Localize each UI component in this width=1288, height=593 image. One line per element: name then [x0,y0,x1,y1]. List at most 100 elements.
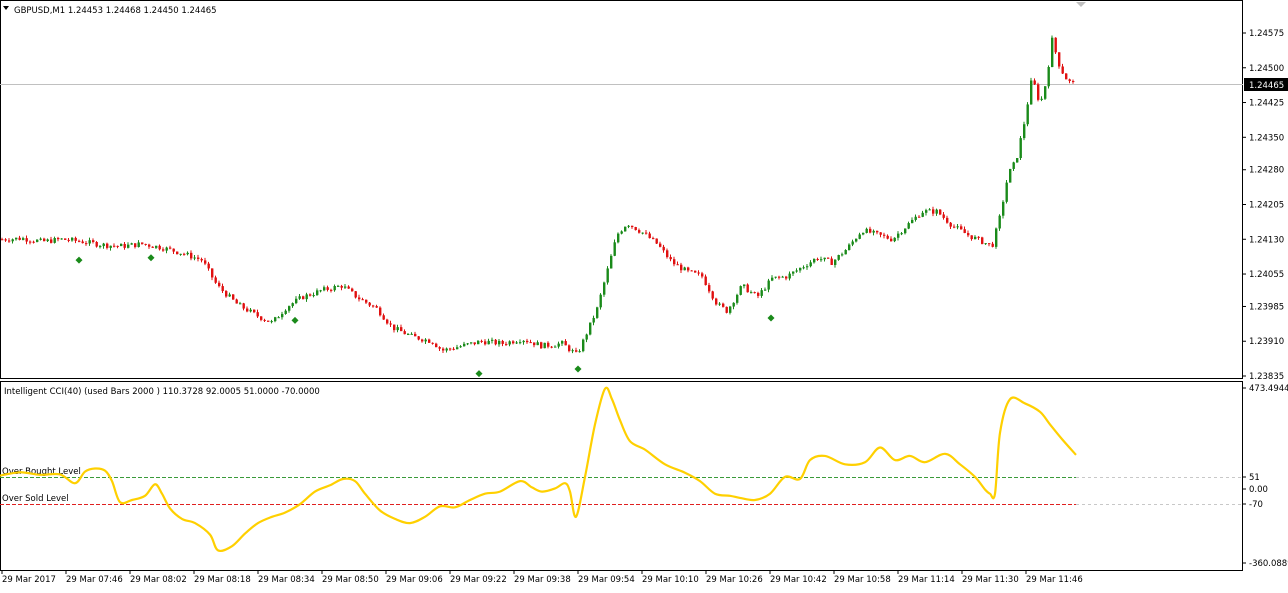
candle-body [568,345,571,352]
candle-body [512,341,515,344]
candle-body [932,209,935,214]
candle-body [1016,158,1019,163]
candle-body [186,252,189,255]
candle-body [697,272,700,274]
candle-body [1047,67,1050,87]
candle-body [407,334,410,336]
candle-body [508,341,511,345]
candle-body [781,276,784,278]
candle-body [4,239,7,241]
buy-signal-diamond-icon [475,370,483,378]
time-tick-label: 29 Mar 10:42 [770,575,827,585]
candle-body [519,342,522,344]
candle-body [813,258,816,263]
candle-body [1061,66,1064,74]
candle-body [792,271,795,274]
candle-body [988,243,991,245]
collapse-triangle-icon[interactable] [3,6,9,10]
candle-body [1040,98,1043,100]
candle-body [596,307,599,318]
candle-body [298,296,301,299]
candle-body [827,257,830,259]
candle-body [515,342,518,344]
candle-body [270,321,273,323]
candle-body [613,242,616,256]
candle-body [155,245,158,248]
candle-body [862,232,865,235]
candle-body [795,270,798,272]
candle-body [942,214,945,218]
indicator-panel-frame [0,381,1243,571]
candle-body [473,342,476,345]
candle-body [379,307,382,316]
candle-body [879,232,882,235]
candle-body [785,276,788,279]
candle-body [956,226,959,228]
candle-body [1033,80,1036,85]
candle-body [337,285,340,287]
indicator-tick-label: -70 [1249,500,1263,510]
candle-body [323,287,326,291]
price-tick-label: 1.24500 [1249,64,1284,74]
candle-body [715,298,718,305]
candle-body [995,228,998,247]
candle-body [865,228,868,233]
candle-body [361,299,364,301]
price-tick-label: 1.23985 [1249,302,1284,312]
candle-body [263,319,266,321]
candle-body [288,306,291,311]
candle-body [753,292,756,294]
candle-body [120,243,123,247]
candle-body [687,267,690,271]
indicator-tick-label: 0.00 [1249,485,1268,495]
candle-body [78,240,81,242]
candle-body [435,343,438,348]
candle-body [232,294,235,300]
candle-body [834,259,837,265]
candle-body [1058,52,1061,67]
candle-body [757,292,760,296]
candle-body [137,242,140,248]
price-tick-label: 1.24350 [1249,133,1284,143]
candle-body [806,266,809,268]
candle-body [662,246,665,251]
overbought-label: Over Bought Level [2,467,81,477]
buy-signal-diamond-icon [147,254,155,262]
candle-body [610,255,613,269]
candle-body [627,225,630,227]
price-tick-label: 1.24280 [1249,166,1284,176]
candle-body [242,303,245,309]
candle-body [638,230,641,233]
candle-body [39,238,42,240]
candle-body [309,294,312,296]
candle-body [592,317,595,323]
candle-body [36,239,39,242]
candle-body [197,257,200,259]
time-tick-label: 29 Mar 11:14 [898,575,955,585]
candle-body [743,284,746,287]
main-panel-frame [0,0,1243,379]
candle-body [701,273,704,277]
candle-body [953,226,956,228]
candle-body [249,309,252,312]
candle-body [312,295,315,297]
chart-shift-marker-icon[interactable] [1076,2,1086,7]
candle-body [365,299,368,303]
candle-body [214,277,217,283]
candle-body [809,262,812,267]
candle-body [386,319,389,324]
candle-body [109,245,112,248]
candle-body [410,333,413,335]
candle-body [732,302,735,307]
time-tick-label: 29 Mar 09:06 [386,575,443,585]
candle-body [837,254,840,260]
candle-body [333,286,336,291]
candle-body [718,303,721,305]
candle-body [764,289,767,291]
time-tick-label: 29 Mar 09:38 [514,575,571,585]
candle-body [1,239,4,241]
candle-body [484,341,487,345]
candle-body [550,346,553,348]
candle-body [711,291,714,299]
candle-body [585,334,588,340]
